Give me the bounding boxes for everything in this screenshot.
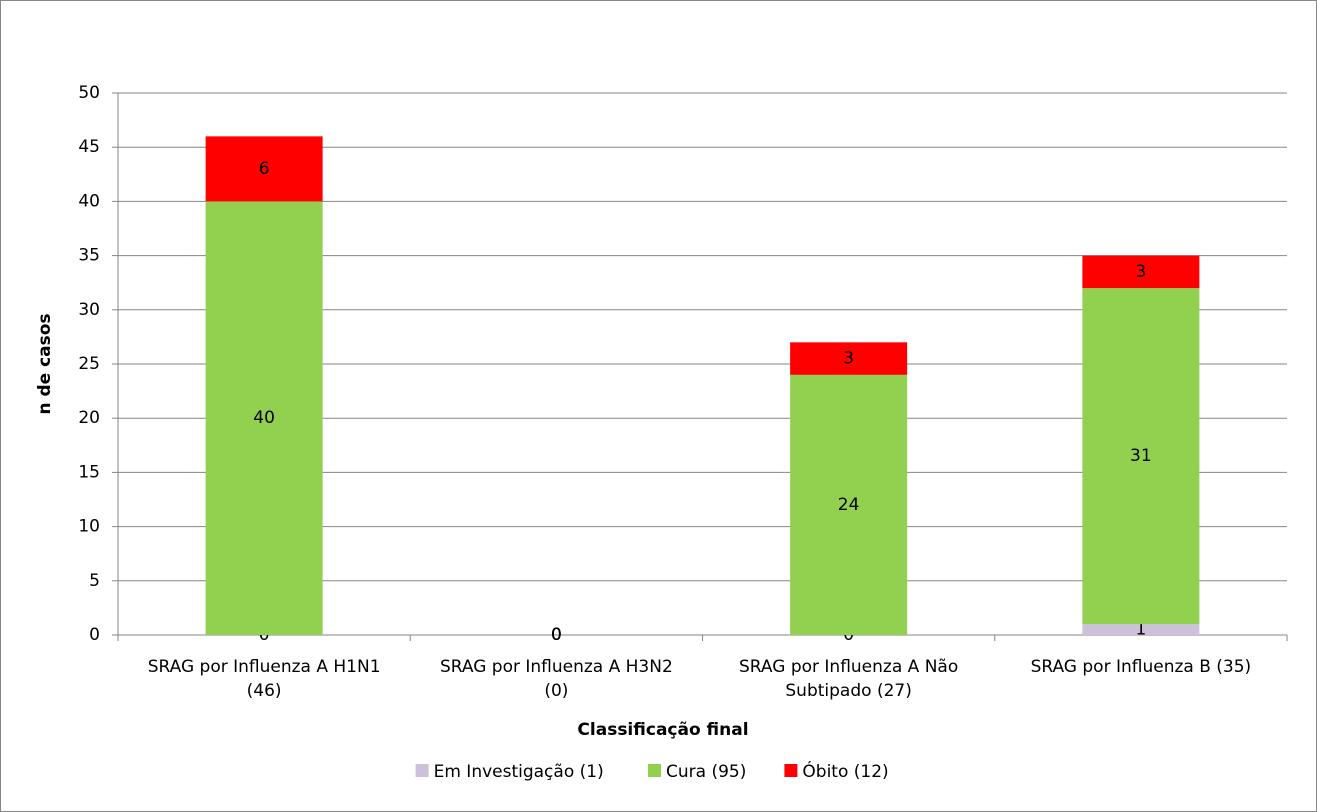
data-label: 6: [259, 159, 270, 179]
y-tick-label: 0: [89, 625, 100, 645]
legend-swatch: [415, 764, 429, 777]
y-tick-label: 50: [78, 83, 100, 103]
x-tick-label: (0): [544, 681, 568, 701]
x-tick-label: SRAG por Influenza A H1N1: [148, 657, 381, 677]
y-tick-label: 15: [78, 462, 100, 482]
y-axis-title: n de casos: [35, 313, 55, 414]
y-tick-label: 20: [78, 408, 100, 428]
y-tick-label: 10: [78, 517, 100, 537]
legend-swatch: [784, 764, 798, 777]
legend-label: Em Investigação (1): [434, 762, 604, 782]
x-tick-label: SRAG por Influenza B (35): [1031, 657, 1252, 677]
bar-segment: [790, 374, 908, 635]
y-tick-label: 25: [78, 354, 100, 374]
x-tick-label: Subtipado (27): [785, 681, 911, 701]
bar-segment: [790, 342, 908, 375]
y-tick-label: 35: [78, 246, 100, 266]
bar-segment: [1082, 624, 1200, 635]
data-label: 0: [551, 625, 562, 645]
data-label: 31: [1130, 446, 1152, 466]
bar-segment: [205, 201, 323, 635]
data-label: 1: [1135, 620, 1146, 640]
x-tick-label: SRAG por Influenza A Não: [739, 657, 958, 677]
legend-swatch: [648, 764, 661, 777]
data-label: 24: [838, 495, 860, 515]
y-tick-label: 5: [89, 571, 100, 591]
bar-segment: [205, 136, 323, 202]
y-tick-label: 40: [78, 191, 100, 211]
legend-label: Óbito (12): [802, 760, 888, 782]
legend-label: Cura (95): [666, 762, 746, 782]
data-label: 3: [843, 349, 854, 369]
x-tick-label: (46): [247, 681, 282, 701]
data-label: 3: [1135, 262, 1146, 282]
data-label: 40: [253, 408, 275, 428]
y-tick-label: 30: [78, 300, 100, 320]
x-tick-label: SRAG por Influenza A H3N2: [440, 657, 673, 677]
bar-segment: [1082, 255, 1200, 289]
x-axis-title: Classificação final: [577, 720, 748, 740]
bar-segment: [1082, 288, 1200, 625]
data-label: 0: [551, 625, 562, 645]
data-label: 0: [551, 625, 562, 645]
y-tick-label: 45: [78, 137, 100, 157]
